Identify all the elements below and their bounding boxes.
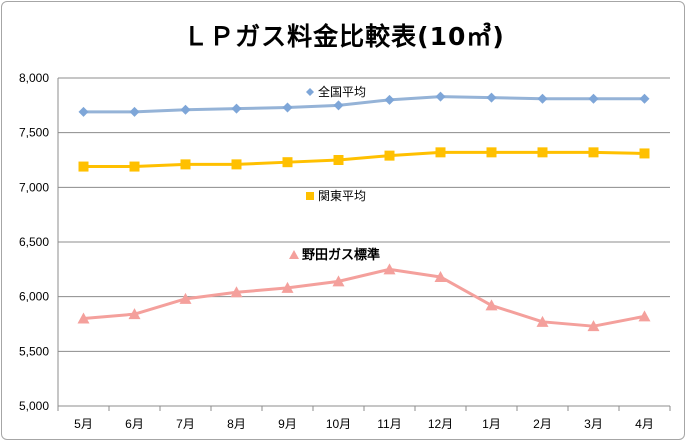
data-point — [588, 147, 599, 158]
series-layer — [77, 91, 651, 332]
legend-marker — [289, 250, 299, 259]
data-point — [231, 103, 242, 114]
series-label-3: 野田ガス標準 — [289, 247, 380, 263]
data-point — [129, 106, 140, 117]
y-tick-label: 6,000 — [19, 290, 49, 304]
data-point — [485, 299, 498, 311]
x-tick-label: 7月 — [176, 417, 195, 431]
data-point — [639, 93, 650, 104]
data-point — [588, 93, 599, 104]
series-2 — [78, 147, 650, 172]
data-point — [333, 100, 344, 111]
legend-marker — [306, 88, 314, 96]
y-tick-label: 5,000 — [19, 399, 49, 413]
data-point — [332, 275, 345, 287]
data-point — [77, 312, 90, 324]
data-point — [231, 159, 242, 170]
legend-marker — [306, 192, 314, 200]
x-tick-label: 12月 — [428, 417, 453, 431]
data-point — [230, 286, 243, 298]
data-point — [128, 308, 141, 320]
x-tick-label: 9月 — [278, 417, 297, 431]
data-point — [587, 320, 600, 332]
y-tick-label: 7,000 — [19, 180, 49, 194]
x-tick-label: 11月 — [377, 417, 401, 431]
data-point — [383, 263, 396, 275]
series-3 — [77, 263, 651, 332]
data-point — [639, 148, 650, 159]
data-point — [384, 150, 395, 161]
axes: 5,000 5,500 6,000 6,500 7,000 7,500 8,000 5月 6月 7… — [19, 71, 671, 431]
data-point — [536, 315, 549, 327]
data-point — [281, 281, 294, 293]
x-tick-label: 2月 — [533, 417, 552, 431]
data-point — [435, 91, 446, 102]
data-point — [638, 310, 651, 322]
y-tick-label: 7,500 — [19, 126, 49, 140]
data-point — [537, 147, 548, 158]
x-tick-label: 5月 — [74, 417, 93, 431]
legend-label: 全国平均 — [318, 84, 366, 99]
series-label-1: 全国平均 — [306, 84, 366, 99]
data-point — [78, 161, 89, 172]
data-point — [179, 292, 192, 304]
y-tick-label: 6,500 — [19, 235, 49, 249]
series-line — [83, 95, 645, 114]
legend-label: 野田ガス標準 — [302, 247, 380, 263]
series-line — [83, 150, 645, 169]
data-point — [282, 157, 293, 168]
chart-title: ＬＰガス料金比較表(10㎥) — [183, 22, 505, 51]
data-point — [486, 92, 497, 103]
series-1 — [78, 91, 650, 117]
series-line — [83, 267, 645, 328]
x-tick-label: 6月 — [125, 417, 144, 431]
x-tick-label: 1月 — [482, 417, 501, 431]
series-label-2: 関東平均 — [306, 189, 366, 203]
legend-label: 関東平均 — [318, 189, 366, 203]
data-point — [435, 147, 446, 158]
gridlines — [58, 77, 670, 407]
data-point — [333, 155, 344, 165]
data-point — [537, 93, 548, 104]
x-tick-label: 8月 — [227, 417, 246, 431]
y-tick-label: 5,500 — [19, 344, 49, 358]
data-point — [180, 104, 191, 115]
data-point — [78, 106, 89, 117]
data-point — [434, 270, 447, 282]
x-tick-label: 10月 — [326, 417, 351, 431]
data-point — [486, 147, 497, 158]
y-tick-label: 8,000 — [19, 71, 49, 85]
x-tick-label: 3月 — [584, 417, 603, 431]
data-point — [282, 102, 293, 113]
data-point — [180, 159, 191, 170]
data-point — [129, 161, 140, 172]
data-point — [384, 94, 395, 105]
x-tick-label: 4月 — [635, 417, 654, 431]
